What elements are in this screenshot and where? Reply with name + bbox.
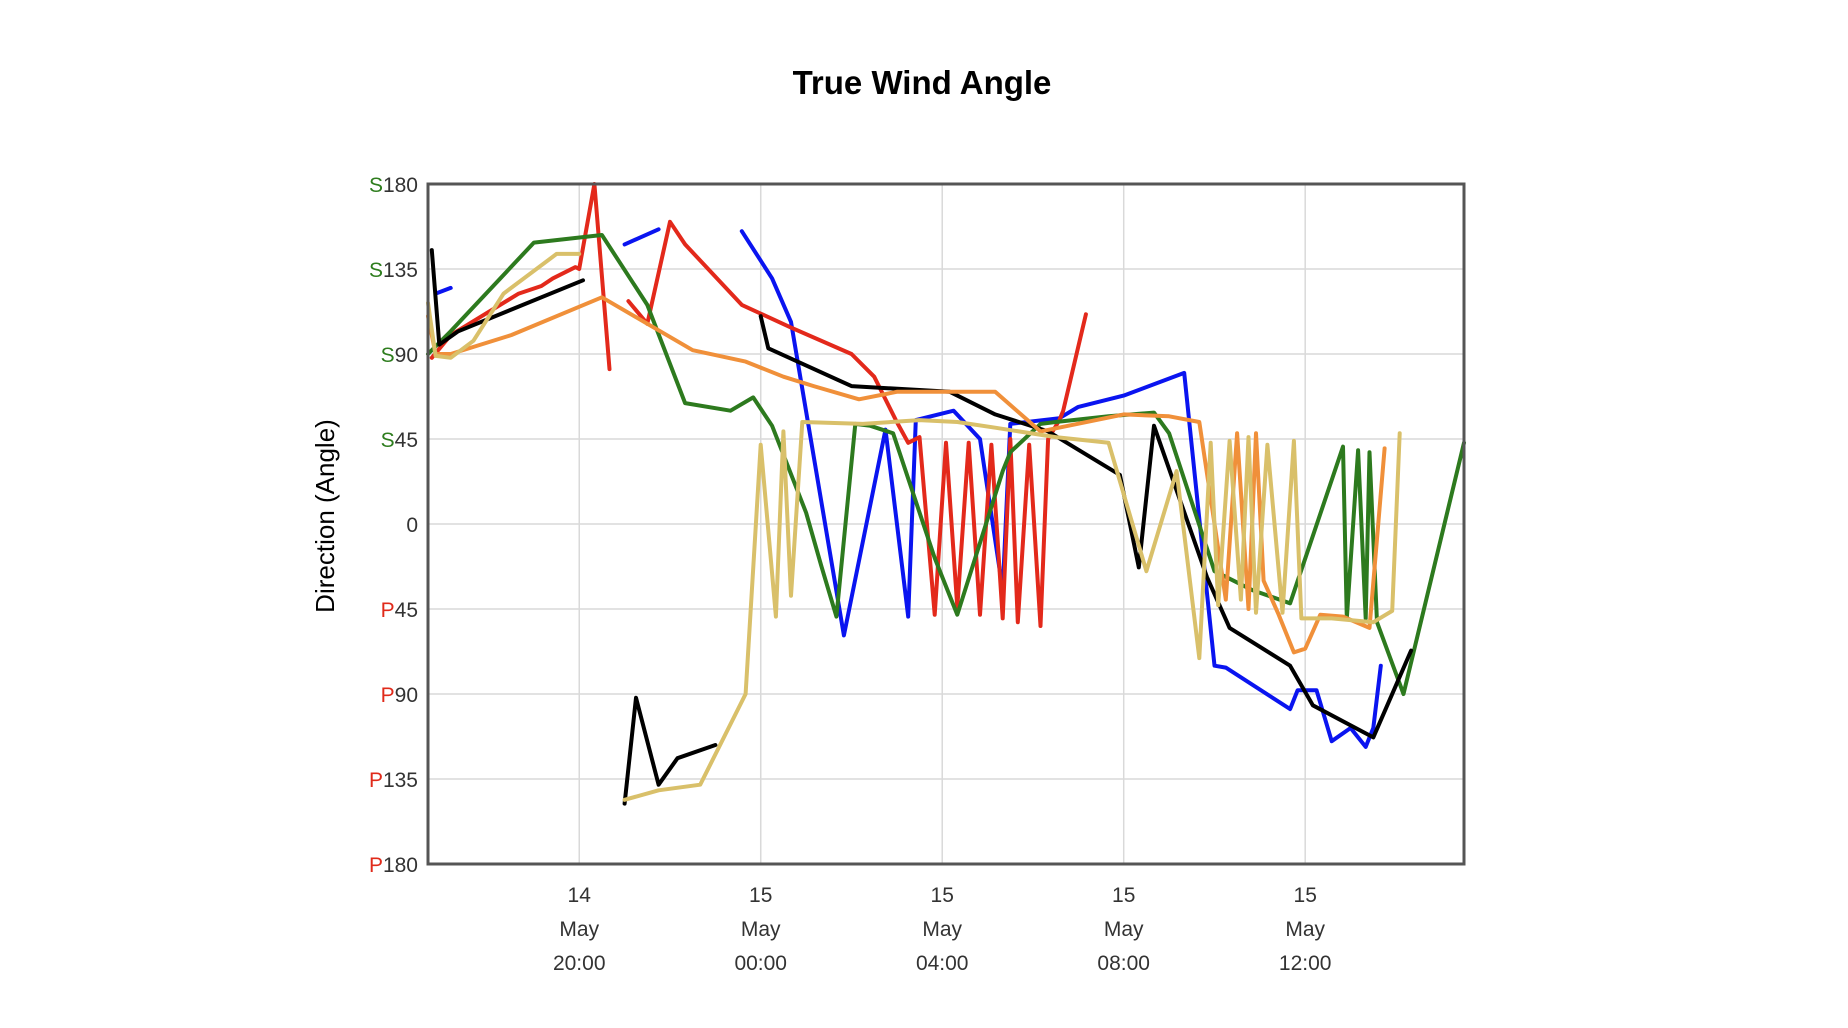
series-2 xyxy=(429,182,1088,628)
y-tick-prefix: S xyxy=(381,429,395,452)
series-line xyxy=(433,285,453,296)
x-tick-line: 12:00 xyxy=(1279,952,1332,975)
series-line xyxy=(426,233,1466,696)
x-tick-label: 15 May 12:00 xyxy=(1279,884,1332,975)
y-tick-prefix: S xyxy=(369,174,383,197)
series-line xyxy=(622,418,1402,802)
x-tick-label: 15 May 08:00 xyxy=(1097,884,1150,975)
series-line xyxy=(429,248,585,347)
series-line xyxy=(626,219,1088,628)
y-tick-value: 135 xyxy=(383,259,418,282)
x-tick-line: 20:00 xyxy=(553,952,606,975)
x-tick-line: May xyxy=(559,918,599,941)
series-line xyxy=(622,695,718,806)
series-4 xyxy=(429,248,1414,806)
y-axis-label: Direction (Angle) xyxy=(310,419,340,613)
x-tick-line: 15 xyxy=(1294,884,1317,907)
y-tick-value: 90 xyxy=(395,684,418,707)
y-tick-value: 180 xyxy=(383,174,418,197)
y-tick-label: P45 xyxy=(381,599,418,622)
y-tick-label: P180 xyxy=(369,854,418,877)
y-tick-prefix: P xyxy=(369,854,383,877)
x-tick-label: 15 May 00:00 xyxy=(734,884,787,975)
x-tick-line: 14 xyxy=(568,884,592,907)
series-line xyxy=(739,229,1383,749)
x-tick-line: 04:00 xyxy=(916,952,969,975)
chart-title: True Wind Angle xyxy=(793,64,1052,101)
plot-frame xyxy=(426,182,1466,866)
y-tick-prefix: S xyxy=(381,344,395,367)
x-tick-label: 14 May 20:00 xyxy=(553,884,606,975)
y-tick-label: P90 xyxy=(381,684,418,707)
y-tick-value: 0 xyxy=(406,514,418,537)
x-tick-label: 15 May 04:00 xyxy=(916,884,969,975)
y-tick-label: S180 xyxy=(369,174,418,197)
y-tick-label: 0 xyxy=(406,514,418,537)
x-tick-line: 15 xyxy=(931,884,954,907)
y-tick-prefix: P xyxy=(381,599,395,622)
series-3 xyxy=(426,233,1466,696)
x-tick-line: May xyxy=(1285,918,1325,941)
y-tick-value: 135 xyxy=(383,769,418,792)
y-tick-label: S135 xyxy=(369,259,418,282)
x-tick-line: 15 xyxy=(1112,884,1135,907)
y-tick-prefix: P xyxy=(369,769,383,792)
x-tick-line: 08:00 xyxy=(1097,952,1150,975)
series-5 xyxy=(426,295,1387,655)
x-tick-line: 15 xyxy=(749,884,772,907)
series-lines xyxy=(426,182,1466,806)
x-tick-line: May xyxy=(1104,918,1144,941)
y-tick-label: S45 xyxy=(381,429,418,452)
y-tick-label: P135 xyxy=(369,769,418,792)
x-tick-line: May xyxy=(922,918,962,941)
y-tick-value: 90 xyxy=(395,344,418,367)
x-axis-ticks: 14 May 20:00 15 May 00:00 15 May 04:00 15 May 08:00… xyxy=(553,884,1332,975)
series-line xyxy=(429,182,612,372)
y-tick-prefix: P xyxy=(381,684,395,707)
x-tick-line: 00:00 xyxy=(734,952,787,975)
y-tick-value: 45 xyxy=(395,599,418,622)
series-6 xyxy=(426,251,1402,802)
series-line xyxy=(622,227,661,247)
series-line xyxy=(426,251,582,360)
series-line xyxy=(426,295,1387,655)
grid-lines xyxy=(428,183,1464,865)
y-tick-prefix: S xyxy=(369,259,383,282)
y-tick-value: 180 xyxy=(383,854,418,877)
x-tick-line: May xyxy=(741,918,781,941)
y-tick-label: S90 xyxy=(381,344,418,367)
y-tick-value: 45 xyxy=(395,429,418,452)
series-line xyxy=(758,314,1414,740)
